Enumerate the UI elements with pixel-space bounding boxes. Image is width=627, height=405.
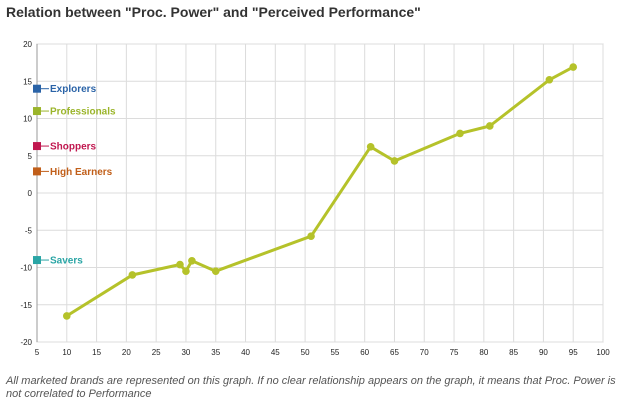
y-tick-label: 5 (28, 152, 33, 161)
x-tick-label: 30 (181, 348, 190, 357)
segment-label: High Earners (50, 167, 113, 178)
data-point (211, 267, 220, 276)
x-tick-label: 45 (271, 348, 280, 357)
data-point (390, 157, 399, 165)
segment-label: Savers (50, 256, 83, 267)
data-point (128, 271, 137, 279)
x-tick-label: 10 (62, 348, 71, 357)
segment-marker (33, 256, 41, 265)
segment-label: Shoppers (50, 142, 97, 153)
x-tick-label: 65 (390, 348, 399, 357)
y-tick-label: 15 (23, 77, 32, 86)
y-tick-label: 10 (23, 115, 32, 124)
segment-marker (33, 84, 41, 93)
x-tick-label: 100 (596, 348, 610, 357)
x-tick-label: 5 (35, 348, 40, 357)
x-tick-label: 60 (360, 348, 369, 357)
x-tick-label: 20 (122, 348, 131, 357)
data-point (366, 143, 375, 151)
x-tick-label: 80 (479, 348, 488, 357)
grid (36, 43, 604, 343)
data-point (182, 267, 190, 276)
data-point (62, 312, 71, 320)
data-point (188, 256, 196, 265)
segment-marker (33, 142, 41, 151)
y-tick-label: -20 (20, 338, 32, 347)
x-tick-label: 85 (509, 348, 518, 357)
x-tick-label: 55 (330, 348, 339, 357)
segment-markers: Explorers Professionals Shoppers High Earne… (33, 84, 116, 267)
x-tick-label: 50 (301, 348, 310, 357)
segment-label: Professionals (50, 107, 116, 118)
data-point (569, 63, 578, 71)
x-tick-label: 90 (539, 348, 548, 357)
chart-title: Relation between "Proc. Power" and "Perc… (6, 4, 421, 20)
x-tick-label: 95 (569, 348, 578, 357)
data-points (62, 63, 578, 320)
chart-caption: All marketed brands are represented on t… (6, 375, 616, 400)
x-tick-label: 25 (152, 348, 161, 357)
segment-label: Explorers (50, 84, 97, 95)
data-point (486, 122, 494, 130)
y-tick-label: 20 (23, 40, 32, 49)
data-point (456, 129, 464, 138)
data-point (307, 232, 315, 241)
segment-marker (33, 107, 41, 116)
x-tick-label: 35 (211, 348, 220, 357)
data-point (176, 260, 184, 269)
x-tick-label: 75 (450, 348, 459, 357)
x-tick-label: 40 (241, 348, 250, 357)
x-tick-label: 70 (420, 348, 429, 357)
axes: 5 10 15 20 25 30 35 40 45 50 55 60 65 70 75 80 85 90 95 100… (20, 40, 610, 357)
data-point (545, 75, 554, 84)
x-tick-label: 15 (92, 348, 101, 357)
y-tick-label: -5 (25, 226, 33, 235)
y-tick-label: -10 (20, 264, 32, 273)
y-tick-label: -15 (20, 301, 32, 310)
y-tick-label: 0 (28, 189, 33, 198)
line-chart: 5 10 15 20 25 30 35 40 45 50 55 60 65 70 75 80 85 90 95 100… (20, 40, 610, 357)
segment-marker (33, 167, 41, 176)
